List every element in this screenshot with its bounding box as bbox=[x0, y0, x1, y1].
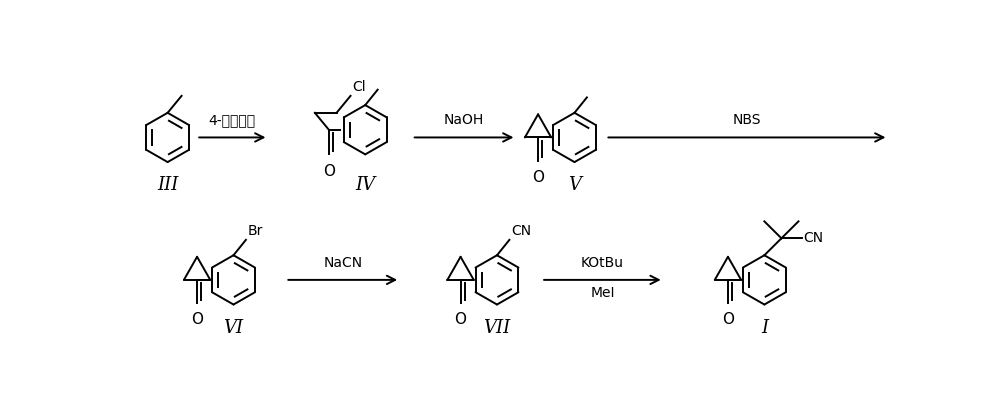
Text: VII: VII bbox=[483, 319, 511, 336]
Text: V: V bbox=[568, 176, 581, 194]
Text: IV: IV bbox=[355, 176, 375, 194]
Text: MeI: MeI bbox=[590, 286, 615, 300]
Text: O: O bbox=[323, 164, 335, 178]
Text: KOtBu: KOtBu bbox=[581, 256, 624, 270]
Text: NaOH: NaOH bbox=[444, 113, 484, 128]
Text: CN: CN bbox=[803, 231, 823, 245]
Text: CN: CN bbox=[511, 224, 531, 238]
Text: VI: VI bbox=[223, 319, 244, 336]
Text: O: O bbox=[455, 312, 467, 327]
Text: 4-氯丁酰氯: 4-氯丁酰氯 bbox=[209, 113, 256, 128]
Text: O: O bbox=[191, 312, 203, 327]
Text: NBS: NBS bbox=[733, 113, 761, 128]
Text: O: O bbox=[722, 312, 734, 327]
Text: III: III bbox=[157, 176, 178, 194]
Text: Cl: Cl bbox=[352, 80, 366, 94]
Text: I: I bbox=[761, 319, 768, 336]
Text: O: O bbox=[532, 170, 544, 185]
Text: Br: Br bbox=[247, 224, 263, 238]
Text: NaCN: NaCN bbox=[323, 256, 362, 270]
